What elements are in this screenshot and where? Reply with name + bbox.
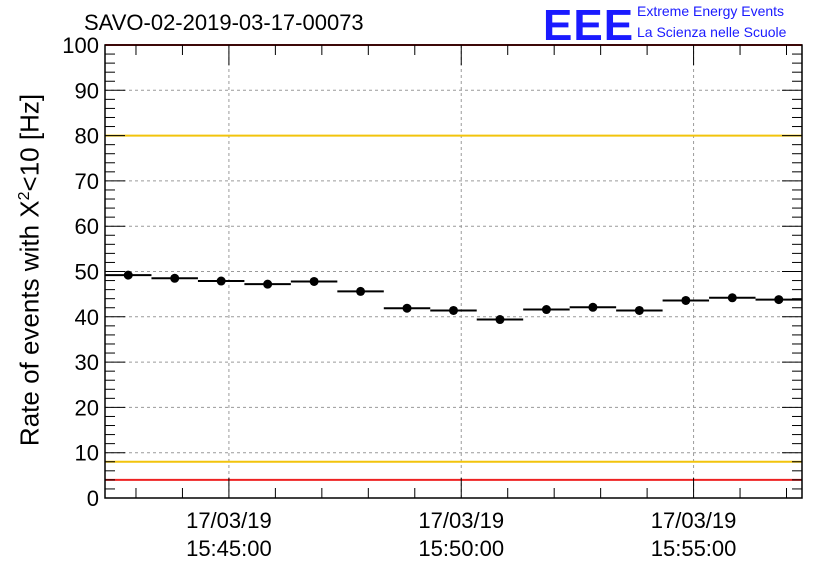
data-point bbox=[356, 286, 366, 296]
data-point bbox=[774, 295, 784, 305]
x-tick-label-date: 17/03/19 bbox=[651, 508, 737, 533]
data-point bbox=[588, 302, 598, 312]
reference-lines bbox=[105, 44, 802, 481]
y-tick-label: 70 bbox=[75, 169, 99, 194]
x-tick-labels: 17/03/19 15:45:00 17/03/19 15:50:00 17/03/19… bbox=[186, 508, 736, 561]
data-point bbox=[681, 295, 691, 305]
eee-logo: EEE bbox=[543, 1, 635, 50]
y-tick-label: 20 bbox=[75, 395, 99, 420]
y-tick-labels: 0 10 20 30 40 50 60 70 80 90 100 bbox=[62, 33, 99, 511]
y-tick-label: 30 bbox=[75, 350, 99, 375]
y-tick-label: 90 bbox=[75, 78, 99, 103]
y-tick-label: 100 bbox=[62, 33, 99, 58]
x-tick-label-time: 15:55:00 bbox=[651, 536, 737, 561]
data-point bbox=[541, 305, 551, 315]
y-tick-label: 60 bbox=[75, 214, 99, 239]
data-point bbox=[263, 279, 273, 289]
y-tick-label: 50 bbox=[75, 260, 99, 285]
data-point bbox=[123, 270, 133, 280]
y-axis-label: Rate of events with X2<10 [Hz] bbox=[14, 93, 45, 447]
x-tick-label-time: 15:50:00 bbox=[418, 536, 504, 561]
data-point bbox=[170, 273, 180, 283]
data-point bbox=[634, 305, 644, 315]
data-series bbox=[105, 270, 802, 325]
data-point bbox=[402, 303, 412, 313]
y-tick-label: 40 bbox=[75, 305, 99, 330]
data-point bbox=[216, 276, 226, 286]
x-tick-label-time: 15:45:00 bbox=[186, 536, 272, 561]
data-point bbox=[495, 315, 505, 325]
chart-title: SAVO-02-2019-03-17-00073 bbox=[84, 10, 364, 35]
y-tick-label: 10 bbox=[75, 441, 99, 466]
x-tick-label-date: 17/03/19 bbox=[418, 508, 504, 533]
data-point bbox=[727, 293, 737, 303]
data-point bbox=[309, 276, 319, 286]
logo-line-1: Extreme Energy Events bbox=[637, 3, 785, 19]
y-tick-label: 80 bbox=[75, 124, 99, 149]
logo-line-2: La Scienza nelle Scuole bbox=[637, 24, 787, 40]
x-tick-label-date: 17/03/19 bbox=[186, 508, 272, 533]
data-point bbox=[449, 305, 458, 315]
y-tick-label: 0 bbox=[87, 486, 99, 511]
axis-ticks bbox=[105, 44, 802, 499]
grid-lines bbox=[105, 45, 802, 498]
